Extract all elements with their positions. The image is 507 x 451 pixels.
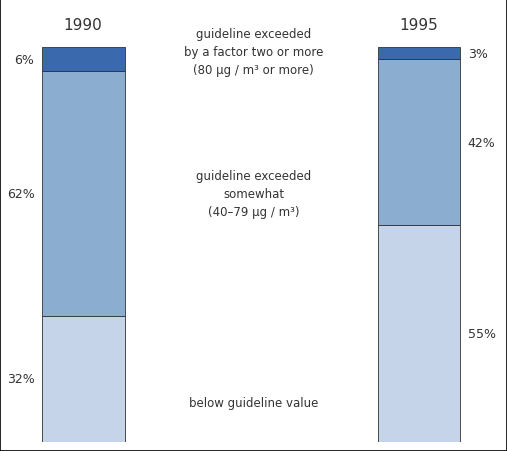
Text: 1995: 1995 xyxy=(400,18,439,32)
Text: 55%: 55% xyxy=(467,327,496,340)
Text: 6%: 6% xyxy=(15,54,34,67)
Bar xyxy=(42,72,125,316)
Text: below guideline value: below guideline value xyxy=(189,396,318,409)
Text: 32%: 32% xyxy=(7,373,34,386)
Bar xyxy=(378,60,460,226)
Bar xyxy=(42,48,125,72)
Text: 62%: 62% xyxy=(7,188,34,201)
Bar xyxy=(378,226,460,442)
Text: 42%: 42% xyxy=(467,136,495,149)
Text: 3%: 3% xyxy=(467,48,488,61)
Text: guideline exceeded
somewhat
(40–79 μg / m³): guideline exceeded somewhat (40–79 μg / … xyxy=(196,170,311,218)
Bar xyxy=(378,48,460,60)
Text: guideline exceeded
by a factor two or more
(80 μg / m³ or more): guideline exceeded by a factor two or mo… xyxy=(184,28,323,77)
Text: 1990: 1990 xyxy=(64,18,102,32)
Bar xyxy=(42,316,125,442)
